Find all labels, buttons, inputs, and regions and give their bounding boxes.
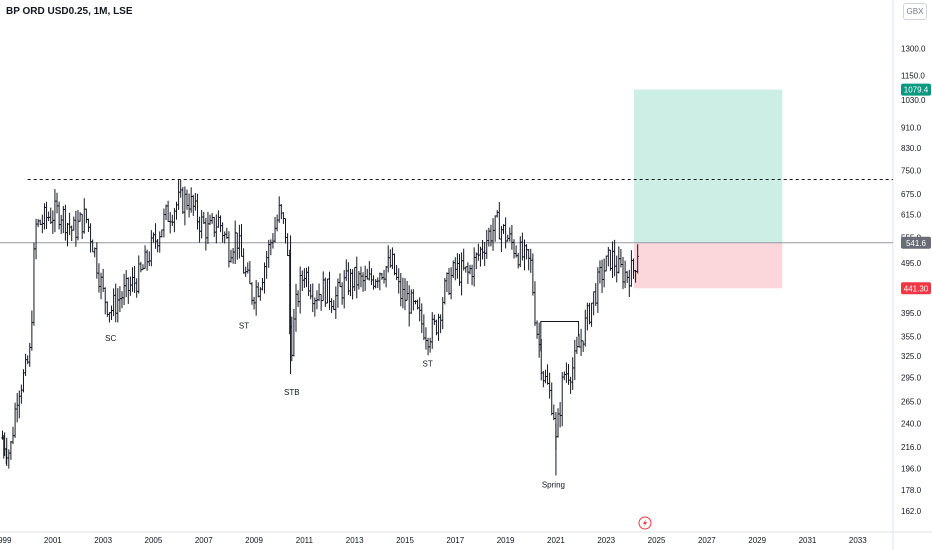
price-tags: 1079.4 541.6 441.30 <box>901 83 931 295</box>
annotation-label: STB <box>284 388 300 397</box>
x-tick-label: 2009 <box>245 536 263 545</box>
y-tick-label: 830.0 <box>901 144 922 153</box>
symbol-title[interactable]: BP ORD USD0.25, 1M, LSE <box>6 6 133 17</box>
x-tick-label: 2021 <box>547 536 565 545</box>
x-tick-label: 2003 <box>94 536 112 545</box>
x-tick-label: 2031 <box>799 536 817 545</box>
time-axis[interactable]: 1999 2001 2003 2005 2007 2009 2011 2013 2015 2017… <box>0 536 867 545</box>
x-tick-label: 2027 <box>698 536 716 545</box>
profit-zone <box>633 89 783 243</box>
y-tick-label: 750.0 <box>901 166 922 175</box>
price-tag-label: 1079.4 <box>904 86 929 95</box>
y-tick-label: 325.0 <box>901 352 922 361</box>
y-tick-label: 178.0 <box>901 486 922 495</box>
x-tick-label: 2007 <box>195 536 213 545</box>
x-tick-label: 2025 <box>648 536 666 545</box>
loss-zone <box>633 242 783 289</box>
annotation-label: Spring <box>542 480 565 489</box>
x-tick-label: 2015 <box>396 536 414 545</box>
y-tick-label: 196.0 <box>901 465 922 474</box>
y-tick-label: 910.0 <box>901 123 922 132</box>
price-tag-bg <box>901 282 931 295</box>
y-tick-label: 162.0 <box>901 507 922 516</box>
range-box-line <box>540 320 580 352</box>
currency-button[interactable]: GBX <box>903 3 927 20</box>
reference-lines[interactable] <box>0 179 893 352</box>
candles <box>1 179 639 476</box>
y-tick-label: 495.0 <box>901 259 922 268</box>
price-tag-bg <box>901 236 931 249</box>
x-tick-label: 2005 <box>145 536 163 545</box>
y-tick-label: 1030.0 <box>901 96 926 105</box>
lightning-icon[interactable] <box>638 516 652 530</box>
annotation-label: ST <box>239 322 249 331</box>
x-tick-label: 2029 <box>748 536 766 545</box>
y-tick-label: 395.0 <box>901 309 922 318</box>
x-tick-label: 2017 <box>446 536 464 545</box>
annotation-label: SC <box>105 334 116 343</box>
y-tick-label: 265.0 <box>901 398 922 407</box>
x-tick-label: 1999 <box>0 536 12 545</box>
y-tick-label: 615.0 <box>901 211 922 220</box>
y-tick-label: 1150.0 <box>901 71 925 80</box>
y-tick-label: 675.0 <box>901 190 922 199</box>
x-tick-label: 2011 <box>296 536 314 545</box>
position-zones[interactable] <box>633 89 783 289</box>
price-tag-label: 541.6 <box>906 239 927 248</box>
y-tick-label: 1300.0 <box>901 44 926 53</box>
price-axis[interactable]: 1300.0 1150.0 1030.0 910.0 830.0 750.0 675.0 61… <box>901 44 926 516</box>
y-tick-label: 216.0 <box>901 443 922 452</box>
x-tick-label: 2013 <box>346 536 364 545</box>
y-tick-label: 295.0 <box>901 374 922 383</box>
x-tick-label: 2001 <box>44 536 62 545</box>
x-tick-label: 2033 <box>849 536 867 545</box>
y-tick-label: 240.0 <box>901 420 922 429</box>
price-tag-label: 441.30 <box>904 284 929 293</box>
x-tick-label: 2019 <box>497 536 515 545</box>
annotation-label: ST <box>423 360 433 369</box>
y-tick-label: 355.0 <box>901 333 922 342</box>
price-tag-bg <box>901 83 931 96</box>
x-tick-label: 2023 <box>597 536 615 545</box>
annotations: SC ST STB ST Spring <box>105 322 565 490</box>
